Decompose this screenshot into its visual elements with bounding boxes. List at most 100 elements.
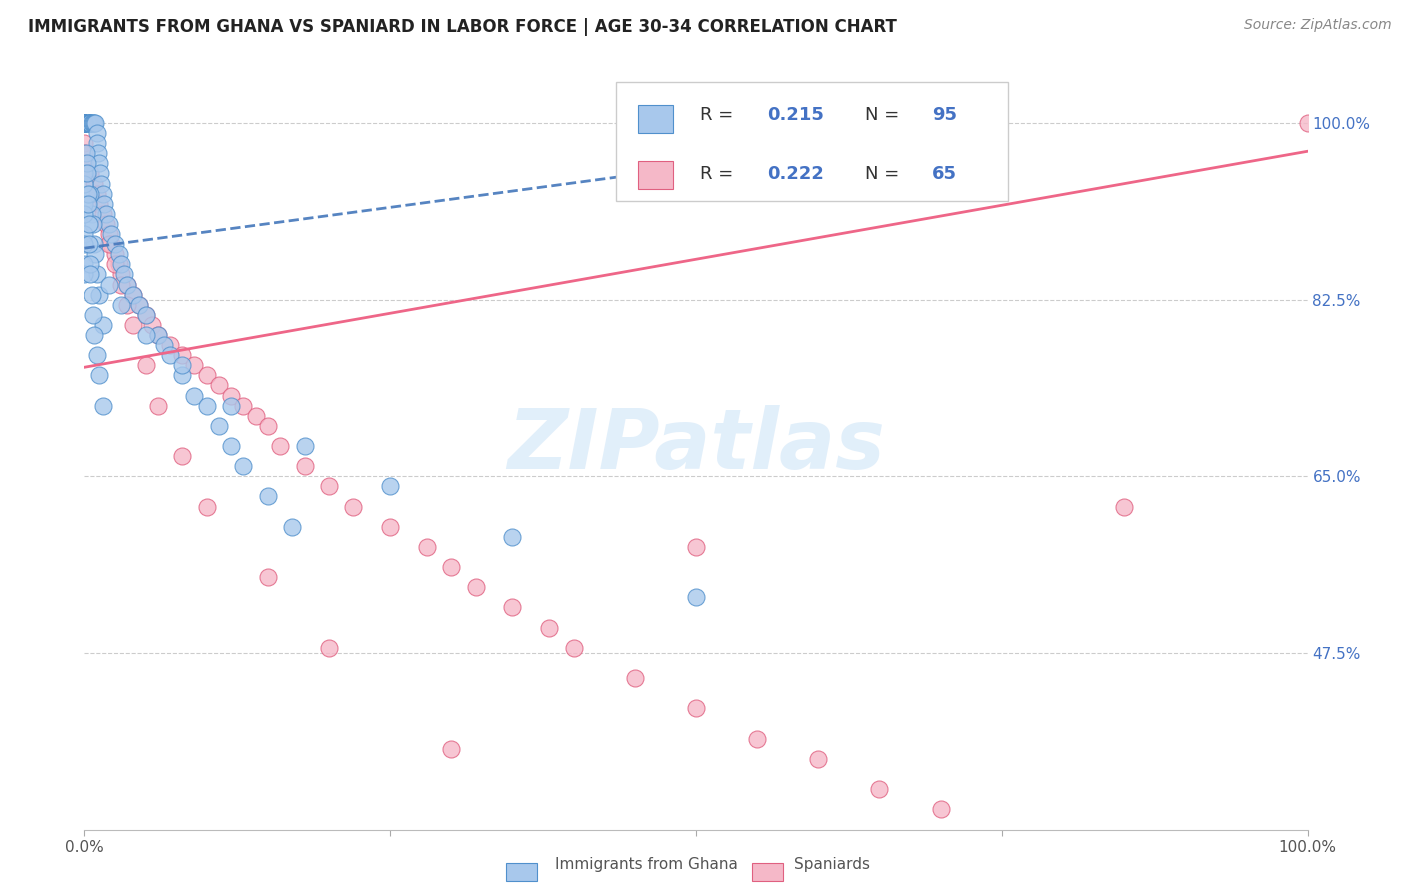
Point: [208, 418, 231, 433]
Point: [73, 177, 96, 191]
FancyBboxPatch shape: [638, 105, 672, 133]
Point: [73, 156, 96, 170]
Point: [83, 177, 105, 191]
Point: [73, 116, 96, 130]
Point: [77, 196, 100, 211]
Point: [195, 399, 218, 413]
Point: [96, 217, 118, 231]
Point: [195, 500, 218, 514]
Point: [624, 671, 647, 685]
Point: [87, 156, 110, 170]
Point: [73, 116, 96, 130]
Point: [219, 388, 242, 402]
Point: [91, 318, 114, 332]
Point: [807, 752, 830, 766]
Point: [245, 409, 267, 423]
Point: [86, 268, 108, 282]
Text: 95: 95: [932, 106, 957, 124]
Point: [73, 116, 96, 130]
Point: [104, 237, 127, 252]
Point: [183, 358, 205, 372]
Point: [869, 782, 891, 797]
Point: [83, 328, 105, 343]
Point: [122, 287, 145, 301]
Point: [79, 257, 101, 271]
Point: [281, 520, 304, 534]
Point: [747, 731, 769, 746]
Point: [87, 368, 110, 383]
Point: [73, 237, 96, 252]
Point: [73, 166, 96, 180]
Point: [172, 449, 194, 463]
Point: [86, 348, 108, 362]
Point: [73, 116, 96, 130]
Point: [77, 116, 100, 130]
Point: [73, 116, 96, 130]
Point: [128, 298, 150, 312]
Text: Spaniards: Spaniards: [794, 857, 870, 872]
Point: [269, 439, 291, 453]
Text: Source: ZipAtlas.com: Source: ZipAtlas.com: [1244, 18, 1392, 32]
Point: [219, 399, 242, 413]
Point: [77, 116, 100, 130]
Point: [115, 298, 138, 312]
Point: [318, 479, 340, 493]
Point: [73, 116, 96, 130]
Point: [464, 580, 486, 594]
Point: [77, 116, 100, 130]
Point: [90, 177, 112, 191]
Point: [257, 490, 280, 504]
Point: [93, 196, 115, 211]
Point: [104, 257, 127, 271]
Point: [97, 277, 120, 292]
Point: [87, 146, 110, 161]
Point: [91, 207, 114, 221]
Point: [416, 540, 439, 554]
Text: 0.222: 0.222: [766, 165, 824, 184]
Point: [146, 399, 169, 413]
Point: [135, 328, 157, 343]
Point: [82, 116, 104, 130]
Text: R =: R =: [700, 106, 738, 124]
Point: [128, 298, 150, 312]
Point: [82, 308, 104, 322]
Point: [80, 207, 103, 221]
Point: [83, 237, 105, 252]
Point: [77, 237, 100, 252]
Point: [84, 247, 107, 261]
Text: N =: N =: [865, 106, 905, 124]
Point: [73, 196, 96, 211]
Point: [112, 268, 135, 282]
Point: [172, 368, 194, 383]
Point: [115, 277, 138, 292]
Point: [83, 116, 105, 130]
Point: [115, 277, 138, 292]
Point: [73, 116, 96, 130]
Point: [86, 186, 108, 201]
Point: [146, 328, 169, 343]
Point: [107, 257, 129, 271]
Point: [107, 247, 129, 261]
Point: [97, 217, 120, 231]
Text: Immigrants from Ghana: Immigrants from Ghana: [555, 857, 738, 872]
Point: [91, 186, 114, 201]
Point: [97, 237, 120, 252]
Point: [440, 560, 463, 574]
Point: [685, 701, 707, 715]
Point: [73, 116, 96, 130]
Text: ZIPatlas: ZIPatlas: [508, 406, 884, 486]
FancyBboxPatch shape: [616, 81, 1008, 201]
Text: N =: N =: [865, 165, 905, 184]
Point: [342, 500, 364, 514]
Point: [73, 116, 96, 130]
Point: [77, 116, 100, 130]
Point: [232, 399, 254, 413]
Point: [195, 368, 218, 383]
Point: [73, 116, 96, 130]
Point: [135, 308, 157, 322]
Point: [84, 116, 107, 130]
Point: [502, 530, 524, 544]
Point: [110, 277, 132, 292]
Point: [76, 156, 98, 170]
Point: [1296, 116, 1319, 130]
